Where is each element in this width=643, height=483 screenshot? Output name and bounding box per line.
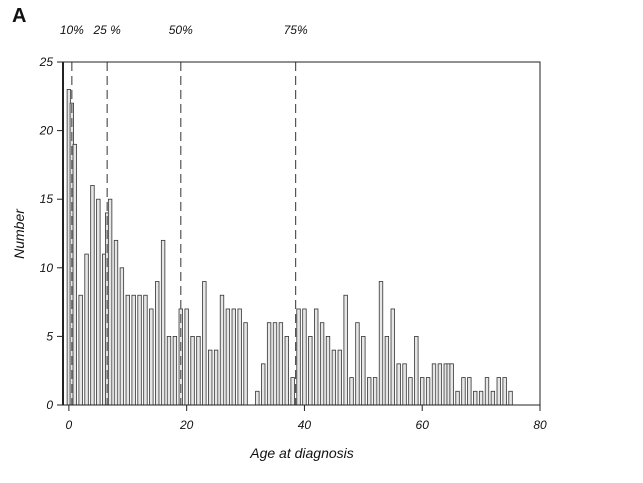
panel-label: A: [12, 5, 26, 27]
histogram-bar: [261, 363, 266, 406]
y-axis-title: Number: [11, 208, 27, 259]
histogram-bar: [437, 363, 443, 406]
histogram-bar: [184, 308, 189, 406]
histogram-bar: [478, 390, 484, 406]
histogram-bar: [278, 322, 284, 406]
histogram-bar: [319, 322, 325, 406]
histogram-bar: [396, 363, 401, 406]
y-tick-label: 15: [40, 192, 54, 206]
histogram-bar: [473, 390, 478, 406]
y-tick-label: 0: [46, 398, 53, 412]
histogram-bar: [107, 198, 113, 406]
histogram-bar: [325, 335, 331, 406]
histogram-bar: [308, 335, 313, 406]
histogram-bar: [372, 377, 378, 406]
histogram-bar: [431, 363, 437, 406]
percentile-label: 10%: [60, 23, 84, 37]
histogram-bar: [390, 308, 395, 406]
histogram-bar: [237, 308, 242, 406]
histogram-bar: [131, 294, 136, 406]
histogram-bar: [290, 377, 295, 406]
histogram-bar: [166, 335, 172, 406]
percentile-label: 50%: [169, 23, 193, 37]
x-tick-label: 0: [66, 418, 73, 432]
histogram-bar: [349, 377, 354, 406]
x-tick-label: 20: [179, 418, 194, 432]
histogram-bar: [384, 335, 390, 406]
histogram-bar: [196, 335, 201, 406]
histogram-bar: [284, 335, 289, 406]
histogram-bar: [202, 281, 207, 406]
x-tick-label: 40: [298, 418, 312, 432]
histogram-bar: [508, 390, 513, 406]
histogram-bar: [449, 363, 454, 406]
histogram-bar: [337, 349, 342, 406]
histogram-bar: [331, 349, 337, 406]
histogram-bar: [343, 294, 348, 406]
percentile-label: 75%: [284, 23, 308, 37]
histogram-bar: [402, 363, 407, 406]
plot-area: 10% 25 % 50% 75% 0 20 40 60 80 0 5 10 15 20 25: [39, 23, 547, 432]
histogram-bar: [266, 322, 272, 406]
histogram-bar: [155, 281, 160, 406]
histogram-bar: [143, 294, 148, 406]
histogram-bar: [208, 349, 213, 406]
histogram-bar: [296, 308, 301, 406]
percentile-label: 25 %: [92, 23, 121, 37]
histogram-bar: [172, 335, 178, 406]
histogram-bar: [367, 377, 372, 406]
histogram-bar: [160, 239, 166, 406]
histogram-bar: [425, 377, 431, 406]
histogram-bar: [490, 390, 496, 406]
x-axis-title: Age at diagnosis: [249, 445, 354, 461]
histogram-bar: [467, 377, 472, 406]
histogram-bar: [355, 322, 360, 406]
x-tick-label: 80: [533, 418, 547, 432]
histogram-bar: [484, 377, 490, 406]
histogram-bar: [213, 349, 219, 406]
histogram-bar: [314, 308, 319, 406]
histogram-bar: [255, 390, 260, 406]
histogram-bar: [119, 267, 125, 406]
y-tick-label: 20: [39, 124, 54, 138]
histogram-bar: [219, 294, 225, 406]
histogram-bar: [496, 377, 501, 406]
histogram-bar: [90, 185, 95, 406]
histogram-bar: [461, 377, 466, 406]
histogram-bar: [272, 322, 278, 406]
histogram-bar: [408, 377, 413, 406]
x-tick-label: 60: [416, 418, 430, 432]
y-tick-label: 25: [39, 55, 54, 69]
histogram-bar: [96, 198, 101, 406]
histogram-bar: [113, 239, 119, 406]
histogram-bar: [414, 335, 419, 406]
histogram-bar: [361, 335, 366, 406]
histogram-bar: [420, 377, 425, 406]
histogram-bar: [78, 294, 83, 406]
histogram-bar: [125, 294, 130, 406]
y-tick-label: 5: [46, 329, 53, 343]
histogram-bar: [149, 308, 154, 406]
y-tick-label: 10: [40, 261, 54, 275]
histogram-bar: [502, 377, 507, 406]
histogram-bar: [72, 143, 77, 406]
histogram-bar: [302, 308, 307, 406]
histogram-bar: [137, 294, 142, 406]
histogram-bar: [190, 335, 195, 406]
histogram-bar: [231, 308, 236, 406]
histogram-bar: [243, 322, 248, 406]
histogram-bar: [84, 253, 89, 406]
histogram-bar: [455, 390, 460, 406]
histogram-bar: [225, 308, 231, 406]
histogram-bar: [378, 281, 384, 406]
